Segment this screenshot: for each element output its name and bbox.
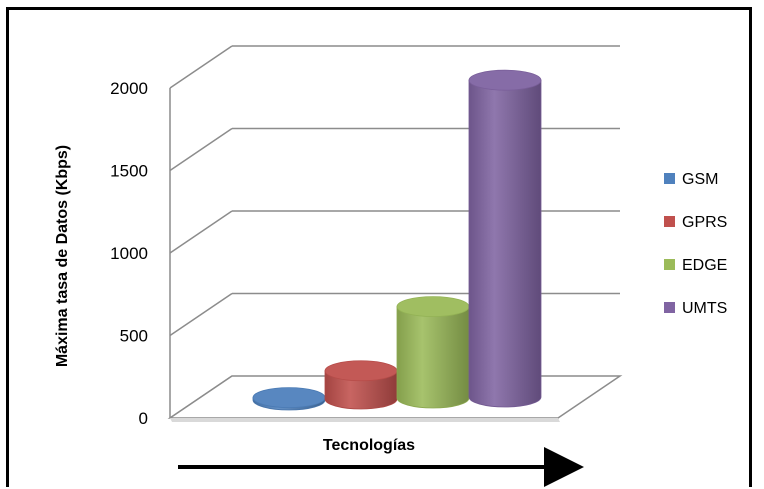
- legend-item-edge: EDGE: [664, 257, 727, 274]
- chart-frame: [6, 7, 752, 487]
- y-axis-ticks: 0 500 1000 1500 2000: [110, 79, 148, 428]
- y-tick-label: 1000: [110, 244, 148, 263]
- bar-gsm: [252, 387, 326, 411]
- legend: GSM GPRS EDGE UMTS: [664, 171, 727, 317]
- y-tick-label: 0: [139, 409, 148, 428]
- y-axis-title: Máxima tasa de Datos (Kbps): [54, 145, 71, 367]
- legend-label: GPRS: [682, 214, 727, 231]
- gridlines: [169, 45, 620, 419]
- legend-swatch: [664, 302, 675, 313]
- gridline-side: [169, 45, 233, 89]
- bar-gprs: [324, 360, 398, 410]
- legend-item-umts: UMTS: [664, 300, 727, 317]
- gridline-side: [169, 210, 233, 254]
- y-tick-label: 500: [120, 327, 148, 346]
- legend-item-gsm: GSM: [664, 171, 718, 188]
- bars: [252, 69, 542, 411]
- legend-swatch: [664, 173, 675, 184]
- gridline-side: [169, 292, 233, 337]
- y-tick-label: 1500: [110, 162, 148, 181]
- legend-swatch: [664, 216, 675, 227]
- legend-swatch: [664, 259, 675, 270]
- legend-label: EDGE: [682, 257, 727, 274]
- x-axis-title: Tecnologías: [323, 437, 415, 454]
- y-tick-label: 2000: [110, 79, 148, 98]
- bar-umts: [468, 69, 542, 408]
- gridline-side: [169, 127, 233, 172]
- legend-label: UMTS: [682, 300, 727, 317]
- legend-label: GSM: [682, 171, 718, 188]
- legend-item-gprs: GPRS: [664, 214, 727, 231]
- floor-edge: [170, 418, 560, 422]
- bar-edge: [396, 296, 470, 409]
